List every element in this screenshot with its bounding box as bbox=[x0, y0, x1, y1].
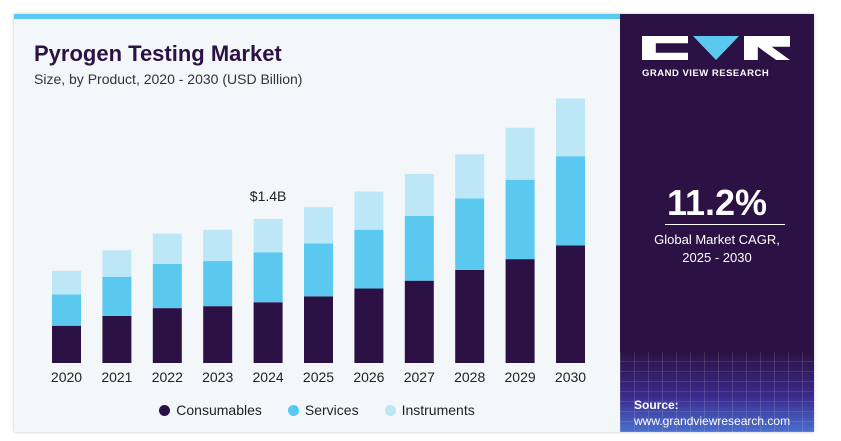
bar-consumables-2021 bbox=[102, 315, 132, 363]
bar-instruments-2024 bbox=[253, 218, 283, 253]
legend-swatch-services bbox=[287, 404, 299, 416]
x-tick-label-2022: 2022 bbox=[152, 369, 183, 385]
bar-consumables-2022 bbox=[152, 308, 182, 363]
bar-consumables-2028 bbox=[455, 269, 485, 363]
bar-chart: 2020 2021 2022 2023 2024 $1.4B 2025 2026 2027 202… bbox=[51, 98, 586, 385]
legend-swatch-consumables bbox=[159, 404, 171, 416]
bar-instruments-2022 bbox=[152, 233, 182, 265]
cagr-label-line2: 2025 - 2030 bbox=[682, 250, 752, 265]
bar-services-2021 bbox=[102, 276, 132, 316]
logo-mark-left bbox=[642, 36, 688, 60]
bar-consumables-2029 bbox=[505, 259, 535, 363]
legend-label-services: Services bbox=[304, 402, 359, 418]
bar-instruments-2021 bbox=[102, 250, 132, 277]
bar-services-2023 bbox=[203, 261, 233, 307]
source-title: Source: bbox=[634, 398, 679, 412]
chart-card: Pyrogen Testing Market Size, by Product,… bbox=[14, 14, 814, 432]
bar-consumables-2023 bbox=[203, 306, 233, 363]
bar-instruments-2029 bbox=[505, 127, 535, 180]
bar-services-2025 bbox=[304, 243, 333, 297]
legend-item-instruments: Instruments bbox=[384, 402, 475, 418]
chart-title: Pyrogen Testing Market bbox=[34, 41, 282, 66]
x-tick-label-2024: 2024 bbox=[253, 369, 284, 385]
bar-services-2022 bbox=[152, 264, 182, 309]
bar-instruments-2023 bbox=[203, 229, 233, 262]
logo-mark-right bbox=[744, 36, 790, 60]
bar-instruments-2025 bbox=[304, 207, 333, 244]
x-tick-label-2025: 2025 bbox=[303, 369, 334, 385]
x-tick-label-2028: 2028 bbox=[454, 369, 485, 385]
data-label-2024: $1.4B bbox=[250, 188, 287, 204]
cagr-label: Global Market CAGR, 2025 - 2030 bbox=[620, 231, 814, 267]
x-tick-label-2026: 2026 bbox=[353, 369, 384, 385]
bar-services-2028 bbox=[455, 198, 485, 270]
decorative-grid bbox=[620, 352, 814, 432]
logo-marks bbox=[642, 36, 792, 60]
bar-services-2026 bbox=[354, 229, 384, 289]
legend-item-consumables: Consumables bbox=[159, 402, 262, 418]
bar-consumables-2024 bbox=[253, 302, 283, 363]
legend-item-services: Services bbox=[287, 402, 359, 418]
logo-mark-middle bbox=[693, 36, 739, 60]
bar-consumables-2020 bbox=[52, 325, 81, 363]
sidebar-decorative-band bbox=[620, 352, 814, 432]
bar-consumables-2030 bbox=[556, 245, 585, 363]
chart-subtitle: Size, by Product, 2020 - 2030 (USD Billi… bbox=[34, 71, 303, 87]
brand-logo: GRAND VIEW RESEARCH bbox=[642, 36, 792, 79]
bar-services-2030 bbox=[556, 156, 585, 246]
chart-legend: Consumables Services Instruments bbox=[14, 402, 620, 418]
bar-consumables-2025 bbox=[304, 296, 333, 363]
bar-consumables-2027 bbox=[404, 280, 434, 363]
bar-instruments-2020 bbox=[52, 270, 81, 295]
x-tick-label-2029: 2029 bbox=[505, 369, 536, 385]
source-link[interactable]: www.grandviewresearch.com bbox=[634, 414, 791, 428]
bar-instruments-2028 bbox=[455, 154, 485, 199]
bar-instruments-2030 bbox=[556, 98, 585, 157]
bar-instruments-2026 bbox=[354, 191, 384, 230]
x-tick-label-2021: 2021 bbox=[101, 369, 132, 385]
legend-label-instruments: Instruments bbox=[401, 402, 475, 418]
bar-services-2029 bbox=[505, 179, 535, 260]
accent-strip bbox=[14, 14, 620, 19]
x-tick-label-2027: 2027 bbox=[404, 369, 435, 385]
cagr-value: 11.2% bbox=[666, 182, 768, 223]
bar-services-2024 bbox=[253, 252, 283, 303]
cagr-label-line1: Global Market CAGR, bbox=[654, 232, 780, 247]
chart-area: Pyrogen Testing Market Size, by Product,… bbox=[14, 19, 620, 432]
legend-swatch-instruments bbox=[384, 404, 396, 416]
legend-label-consumables: Consumables bbox=[176, 402, 262, 418]
bar-instruments-2027 bbox=[404, 173, 434, 216]
cagr-divider bbox=[665, 224, 785, 225]
bar-services-2027 bbox=[404, 216, 434, 281]
bar-consumables-2026 bbox=[354, 288, 384, 363]
x-tick-label-2023: 2023 bbox=[202, 369, 233, 385]
logo-text: GRAND VIEW RESEARCH bbox=[642, 68, 770, 79]
x-tick-label-2030: 2030 bbox=[555, 369, 586, 385]
sidebar-panel: GRAND VIEW RESEARCH 11.2% Global Market … bbox=[620, 14, 814, 432]
bar-services-2020 bbox=[52, 294, 81, 326]
x-tick-label-2020: 2020 bbox=[51, 369, 82, 385]
